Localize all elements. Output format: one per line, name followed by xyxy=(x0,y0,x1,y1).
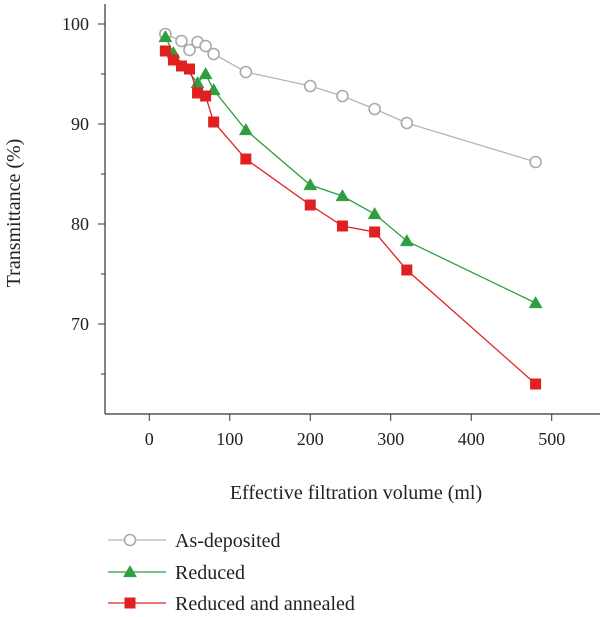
series-layer xyxy=(158,27,543,390)
data-point-reduced xyxy=(303,177,318,191)
data-point-reduced-and-annealed xyxy=(401,264,413,276)
legend-item-reduced: Reduced xyxy=(108,562,245,584)
data-point-reduced-and-annealed xyxy=(240,153,252,165)
data-point-reduced xyxy=(528,295,543,309)
data-point-as-deposited xyxy=(207,47,220,61)
data-point-reduced xyxy=(367,206,382,220)
data-point-as-deposited xyxy=(400,116,414,130)
data-point-as-deposited xyxy=(368,102,381,116)
series-reduced-and-annealed xyxy=(159,45,542,390)
y-tick-label: 90 xyxy=(71,114,89,134)
data-point-reduced xyxy=(238,122,253,136)
data-point-reduced-and-annealed xyxy=(175,60,187,72)
y-tick-label: 80 xyxy=(71,214,89,234)
legend-marker xyxy=(123,533,137,547)
legend-marker xyxy=(124,597,136,609)
legend-label: Reduced and annealed xyxy=(175,593,355,615)
data-point-as-deposited xyxy=(529,155,542,169)
x-tick-label: 300 xyxy=(377,429,404,449)
data-point-reduced-and-annealed xyxy=(184,63,196,75)
series-line-reduced xyxy=(164,36,536,304)
data-point-reduced-and-annealed xyxy=(208,116,220,128)
legend-item-reduced-and-annealed: Reduced and annealed xyxy=(108,593,355,615)
data-point-reduced-and-annealed xyxy=(159,45,171,57)
data-point-as-deposited xyxy=(199,39,212,53)
x-tick-label: 400 xyxy=(458,429,485,449)
data-point-as-deposited xyxy=(175,34,188,48)
data-point-reduced-and-annealed xyxy=(336,220,348,232)
legend: As-deposited Reduced Reduced and annealed xyxy=(108,530,355,615)
data-point-reduced xyxy=(335,188,350,202)
legend-label: Reduced xyxy=(175,562,245,584)
legend-marker xyxy=(123,564,137,578)
data-point-as-deposited xyxy=(239,65,253,79)
data-point-reduced xyxy=(158,29,173,43)
data-point-as-deposited xyxy=(336,89,349,103)
data-point-reduced-and-annealed xyxy=(200,90,212,102)
data-point-reduced-and-annealed xyxy=(530,378,542,390)
series-reduced xyxy=(158,29,543,309)
data-point-as-deposited xyxy=(303,79,317,93)
y-axis-title: Transmittance (%) xyxy=(3,139,25,288)
data-point-reduced-and-annealed xyxy=(167,54,179,66)
series-line-reduced-and-annealed xyxy=(164,50,537,385)
data-point-reduced-and-annealed xyxy=(304,199,316,211)
x-tick-label: 500 xyxy=(538,429,565,449)
y-tick-label: 100 xyxy=(62,14,89,34)
y-tick-label: 70 xyxy=(71,314,89,334)
data-point-reduced-and-annealed xyxy=(369,226,381,238)
data-point-reduced-and-annealed xyxy=(192,87,204,99)
x-tick-label: 200 xyxy=(297,429,324,449)
legend-label: As-deposited xyxy=(175,530,281,552)
data-point-reduced xyxy=(198,66,213,80)
data-point-reduced xyxy=(399,233,414,247)
legend-item-as-deposited: As-deposited xyxy=(108,530,281,552)
x-tick-label: 100 xyxy=(216,429,243,449)
x-axis-title: Effective filtration volume (ml) xyxy=(230,482,482,504)
x-tick-label: 0 xyxy=(145,429,154,449)
data-point-as-deposited xyxy=(183,43,196,57)
axes: 0 100 200 300 400 500 70 80 90 100 xyxy=(62,4,600,449)
series-as-deposited xyxy=(159,27,542,169)
